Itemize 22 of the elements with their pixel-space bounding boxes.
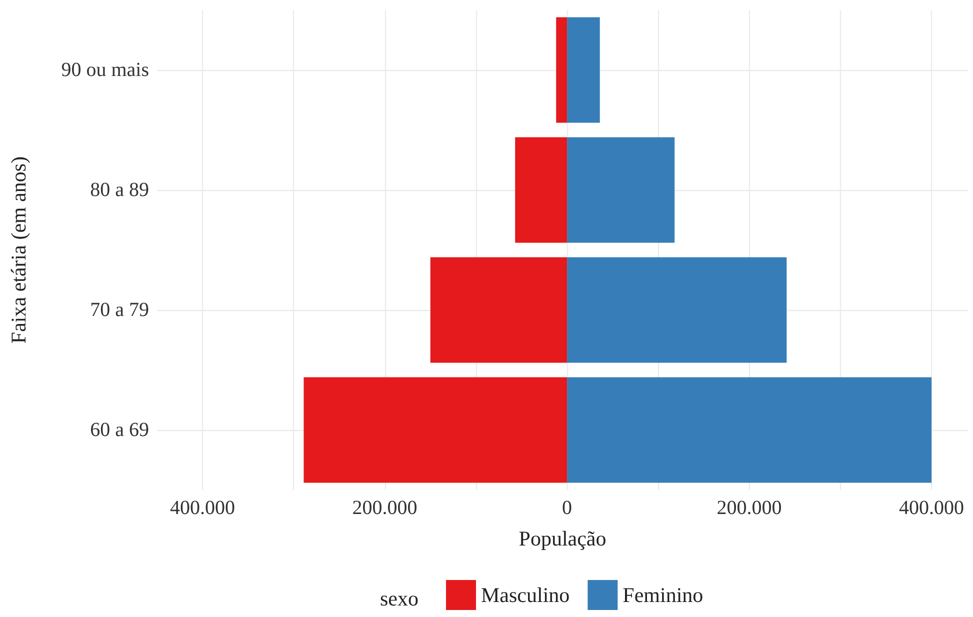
x-tick-label: 400.000 <box>170 497 236 519</box>
y-axis-title: Faixa etária (em anos) <box>6 156 30 344</box>
x-tick-label: 400.000 <box>899 497 964 519</box>
bar <box>556 17 568 123</box>
legend-label: Masculino <box>481 583 570 607</box>
y-tick-label: 70 a 79 <box>90 299 149 321</box>
bar <box>567 257 787 363</box>
bar <box>515 137 568 243</box>
x-axis-title: População <box>518 526 606 550</box>
bar <box>567 17 600 123</box>
bar <box>304 377 568 483</box>
x-tick-label: 200.000 <box>352 497 418 519</box>
x-tick-label: 200.000 <box>716 497 782 519</box>
legend-title: sexo <box>380 586 418 610</box>
bar <box>567 137 675 243</box>
y-tick-label: 80 a 89 <box>90 179 149 201</box>
y-tick-label: 90 ou mais <box>61 59 150 81</box>
legend-label: Feminino <box>622 583 704 607</box>
x-tick-label: 0 <box>562 497 572 519</box>
bar <box>567 377 932 483</box>
bar <box>430 257 568 363</box>
y-tick-label: 60 a 69 <box>90 419 149 441</box>
